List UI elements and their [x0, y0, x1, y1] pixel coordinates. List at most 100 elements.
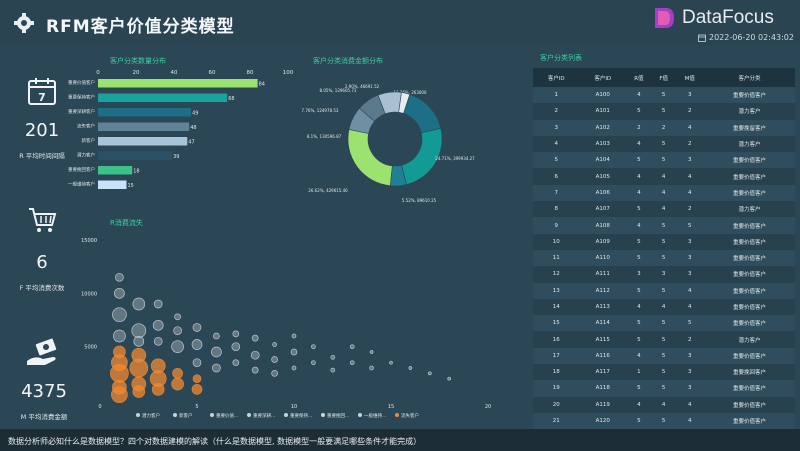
table-cell: A116 [579, 347, 626, 365]
table-cell: 10 [533, 233, 580, 250]
table-cell: 4 [651, 298, 676, 316]
table-cell: 5 [533, 152, 580, 169]
table-row[interactable]: 19 A118 5 5 3 重要价值客户 [533, 380, 795, 397]
scatter-x-tick-label: 0 [98, 404, 101, 410]
scatter-point [132, 297, 146, 311]
scatter-legend-label: 流失客户 [401, 412, 419, 419]
scatter-point [153, 299, 163, 309]
table-cell: 潜力客户 [703, 201, 795, 218]
table-row[interactable]: 10 A109 5 5 3 重要价值客户 [533, 233, 795, 250]
scatter-point [151, 382, 165, 396]
scatter-point [150, 358, 166, 374]
table-header-cell: 客户ID [579, 68, 626, 87]
table-row[interactable]: 18 A117 1 5 3 重要挽回客户 [533, 364, 795, 381]
table-cell: 21 [533, 412, 580, 430]
table-cell: 重要价值客户 [703, 184, 795, 202]
donut-slice [347, 129, 393, 187]
bar-value-label: 49 [192, 111, 198, 117]
table-row[interactable]: 8 A107 5 4 2 潜力客户 [533, 201, 795, 218]
table-cell: 13 [533, 282, 580, 299]
table-cell: A120 [579, 412, 626, 430]
donut-chart: 16.26%, 263000 24.71%, 399934.27 5.52%, 89… [302, 84, 476, 203]
table-cell: 重要挽留客户 [703, 119, 795, 136]
donut-slice-label: 16.26%, 263000 [393, 90, 427, 95]
table-cell: 潜力客户 [703, 135, 795, 153]
scatter-point [212, 363, 221, 373]
table-cell: 7 [533, 184, 580, 202]
scatter-point [290, 348, 298, 356]
kpi-r-value: 201 [24, 120, 60, 141]
table-row[interactable]: 7 A106 4 4 4 重要价值客户 [533, 184, 795, 202]
bar-value-label: 48 [190, 125, 196, 131]
table-row[interactable]: 1 A100 4 5 3 重要价值客户 [533, 87, 795, 104]
scatter-legend-marker [173, 413, 177, 417]
table-header-cell: 客户ID [533, 68, 580, 87]
table-cell: 8 [533, 201, 580, 218]
table-cell: 3 [626, 266, 652, 283]
table-cell: 4 [675, 168, 704, 185]
table-row[interactable]: 13 A112 5 5 4 重要价值客户 [533, 282, 795, 299]
table-row[interactable]: 9 A108 4 5 5 重要价值客户 [533, 217, 795, 234]
table-row[interactable]: 20 A119 4 4 4 重要价值客户 [533, 396, 795, 413]
bottom-caption: 数据分析师必知什么是数据模型？四个对数据建模的解读（什么是数据模型, 数据模型一… [0, 429, 800, 451]
table-cell: 5 [675, 315, 704, 332]
table-row[interactable]: 3 A102 2 2 4 重要挽留客户 [533, 119, 795, 136]
table-row[interactable]: 12 A111 3 3 3 重要价值客户 [533, 266, 795, 283]
table-cell: 5 [626, 233, 652, 250]
scatter-point [191, 383, 203, 395]
table-row[interactable]: 2 A101 5 5 2 潜力客户 [533, 103, 795, 120]
scatter-point [250, 350, 260, 360]
table-row[interactable]: 21 A120 5 5 4 重要价值客户 [533, 412, 795, 430]
bar-value-label: 39 [173, 154, 179, 160]
bar-category-label: 重要挽回客户 [68, 166, 95, 173]
table-cell: 重要价值客户 [703, 233, 795, 250]
scatter-point [174, 313, 181, 321]
table-cell: 5 [651, 217, 676, 234]
table-cell: 4 [626, 135, 652, 153]
table-cell: 9 [533, 217, 580, 234]
scatter-chart-title: R消费流失 [110, 219, 143, 227]
scatter-point [271, 356, 278, 363]
scatter-y-tick-label: 5000 [84, 345, 97, 351]
table-cell: 5 [651, 412, 676, 430]
scatter-legend-label: 重要价值... [216, 412, 238, 419]
bar-x-tick-label: 40 [171, 70, 178, 76]
scatter-point [447, 376, 452, 381]
scatter-point [427, 371, 432, 376]
scatter-legend-label: 潜力客户 [142, 412, 160, 419]
table-row[interactable]: 5 A104 5 5 3 重要价值客户 [533, 152, 795, 169]
table-row[interactable]: 14 A113 4 4 4 重要价值客户 [533, 298, 795, 316]
scatter-legend-marker [210, 413, 214, 417]
table-row[interactable]: 11 A110 5 5 3 重要价值客户 [533, 249, 795, 267]
table-cell: 2 [651, 119, 676, 136]
scatter-legend-label: 重要深耕... [253, 412, 275, 419]
scatter-point [251, 334, 259, 342]
scatter-point [152, 319, 164, 331]
money-icon [27, 338, 57, 365]
table-row[interactable]: 6 A105 4 4 4 重要价值客户 [533, 168, 795, 185]
table-row[interactable]: 17 A116 4 5 3 重要价值客户 [533, 347, 795, 365]
bar [98, 108, 192, 117]
table-cell: 4 [651, 396, 676, 413]
table-header-cell: 客户分类 [703, 68, 795, 87]
table-header-cell: R值 [626, 68, 652, 87]
calendar-icon: 7 [28, 78, 56, 105]
table-row[interactable]: 4 A103 4 5 2 潜力客户 [533, 135, 795, 153]
table-cell: 3 [675, 266, 704, 283]
scatter-x-tick-label: 5 [195, 404, 198, 410]
table-row[interactable]: 15 A114 5 5 5 重要价值客户 [533, 315, 795, 332]
bar-category-label: 重要深耕客户 [68, 108, 95, 115]
scatter-point [271, 369, 278, 377]
clock-icon [698, 34, 706, 42]
scatter-legend-marker [358, 413, 362, 417]
table-cell: A117 [579, 364, 626, 381]
donut-slice-label: 5.52%, 89610.25 [402, 198, 437, 203]
donut-slice-label: 26.62%, 429615.46 [308, 188, 348, 193]
table-cell: A106 [579, 184, 626, 202]
table-cell: 5 [651, 103, 676, 120]
table-row[interactable]: 16 A115 5 5 2 潜力客户 [533, 331, 795, 348]
gear-icon [14, 13, 34, 33]
table-cell: 5 [651, 135, 676, 153]
scatter-point [153, 336, 163, 346]
scatter-point [291, 365, 297, 371]
